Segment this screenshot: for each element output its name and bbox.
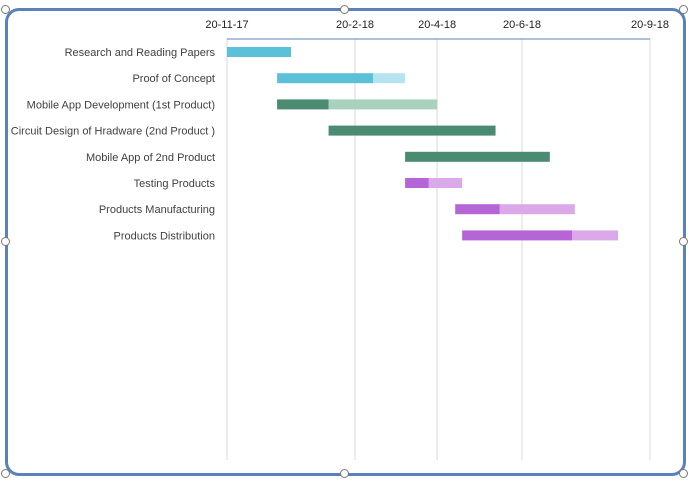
task-label: Research and Reading Papers bbox=[65, 47, 216, 59]
x-tick-label: 20-2-18 bbox=[336, 19, 374, 31]
resize-handle-top-middle[interactable] bbox=[340, 5, 349, 14]
resize-handle-bottom-middle[interactable] bbox=[340, 469, 349, 478]
resize-handle-top-right[interactable] bbox=[679, 5, 688, 14]
task-bar-remaining[interactable] bbox=[499, 204, 575, 215]
x-tick-label: 20-4-18 bbox=[418, 19, 456, 31]
resize-handle-middle-right[interactable] bbox=[679, 237, 688, 246]
task-label: Products Manufacturing bbox=[99, 204, 215, 216]
task-bars bbox=[227, 47, 618, 241]
x-tick-label: 20-11-17 bbox=[205, 19, 248, 31]
resize-handle-bottom-right[interactable] bbox=[679, 469, 688, 478]
task-label: Testing Products bbox=[134, 178, 216, 190]
task-label: Mobile App of 2nd Product bbox=[86, 152, 215, 164]
resize-handle-middle-left[interactable] bbox=[1, 237, 10, 246]
task-bar-progress[interactable] bbox=[405, 178, 429, 188]
task-bar-remaining[interactable] bbox=[328, 99, 438, 110]
task-bar-remaining[interactable] bbox=[373, 73, 406, 84]
x-axis-tick-labels: 20-11-17 20-2-18 20-4-18 20-6-18 20-9-18 bbox=[205, 19, 669, 31]
task-bar-progress[interactable] bbox=[277, 73, 374, 84]
task-label: Products Distribution bbox=[114, 230, 216, 242]
task-label: Mobile App Development (1st Product) bbox=[27, 99, 215, 111]
x-tick-label: 20-9-18 bbox=[631, 19, 669, 31]
task-label: Proof of Concept bbox=[132, 73, 215, 85]
task-label: Circuit Design of Hradware (2nd Product … bbox=[11, 126, 215, 138]
task-bar-progress[interactable] bbox=[462, 230, 573, 241]
task-bar-progress[interactable] bbox=[277, 99, 329, 110]
task-bar-progress[interactable] bbox=[227, 47, 292, 57]
chart-frame[interactable] bbox=[5, 8, 686, 476]
task-labels: Research and Reading Papers Proof of Conc… bbox=[11, 47, 216, 242]
resize-handle-bottom-left[interactable] bbox=[1, 469, 10, 478]
task-bar-progress[interactable] bbox=[328, 125, 496, 136]
task-bar-progress[interactable] bbox=[455, 204, 500, 215]
x-tick-label: 20-6-18 bbox=[503, 19, 541, 31]
task-bar-remaining[interactable] bbox=[428, 178, 463, 188]
task-bar-remaining[interactable] bbox=[572, 230, 618, 241]
task-bar-progress[interactable] bbox=[405, 151, 550, 162]
resize-handle-top-left[interactable] bbox=[1, 5, 10, 14]
